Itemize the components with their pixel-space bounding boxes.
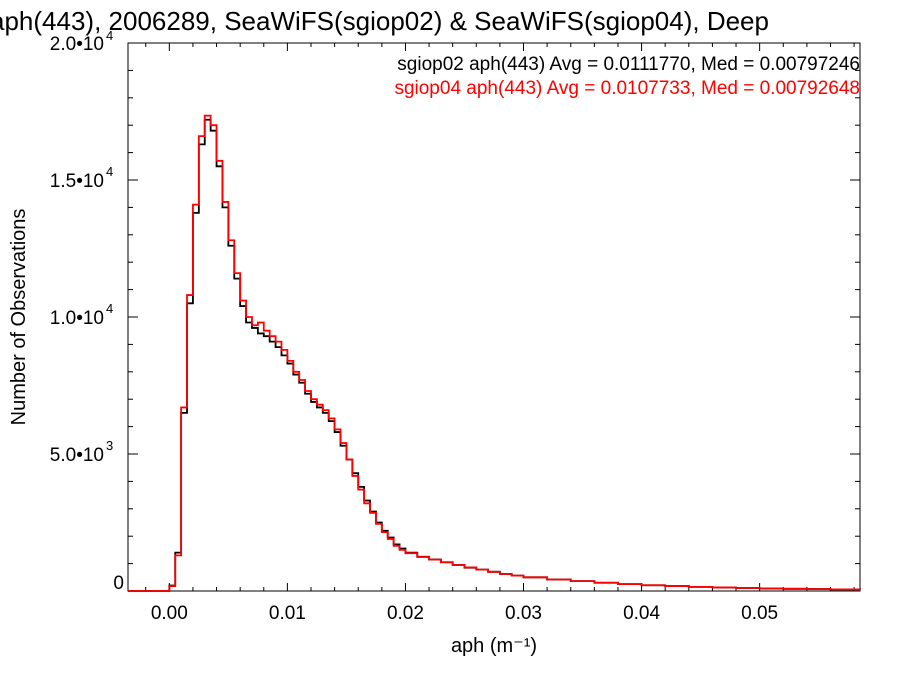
y-tick-label: 1.0•10	[50, 308, 104, 329]
y-tick-exponent: 4	[106, 164, 113, 179]
y-axis-ticks: 05.0•10 31.0•10 41.5•10 42.0•10 4	[50, 28, 860, 594]
y-tick-exponent: 3	[106, 438, 113, 453]
y-axis-label: Number of Observations	[8, 209, 30, 426]
x-tick-label: 0.01	[269, 603, 306, 624]
legend-entry-sgiop04: sgiop04 aph(443) Avg = 0.0107733, Med = …	[394, 78, 860, 99]
x-tick-label: 0.04	[623, 603, 660, 624]
y-tick-exponent: 4	[106, 301, 113, 316]
x-tick-label: 0.00	[151, 603, 188, 624]
y-tick-label: 1.5•10	[50, 171, 104, 192]
x-axis-label: aph (m⁻¹)	[451, 635, 537, 657]
x-tick-label: 0.05	[741, 603, 778, 624]
legend-entry-sgiop02: sgiop02 aph(443) Avg = 0.0111770, Med = …	[397, 54, 860, 75]
x-tick-label: 0.03	[505, 603, 542, 624]
y-tick-exponent: 4	[106, 28, 113, 43]
series-line-sgiop04	[128, 114, 861, 592]
x-axis-ticks: 0.00 0.01 0.02 0.03 0.04 0.05	[145, 43, 855, 624]
x-tick-label: 0.02	[387, 603, 424, 624]
y-tick-label: 0	[113, 573, 124, 594]
chart-title: aph(443), 2006289, SeaWiFS(sgiop02) & Se…	[0, 6, 769, 36]
y-tick-label: 2.0•10	[50, 34, 104, 55]
series-layer	[128, 114, 861, 592]
y-tick-label: 5.0•10	[50, 445, 104, 466]
